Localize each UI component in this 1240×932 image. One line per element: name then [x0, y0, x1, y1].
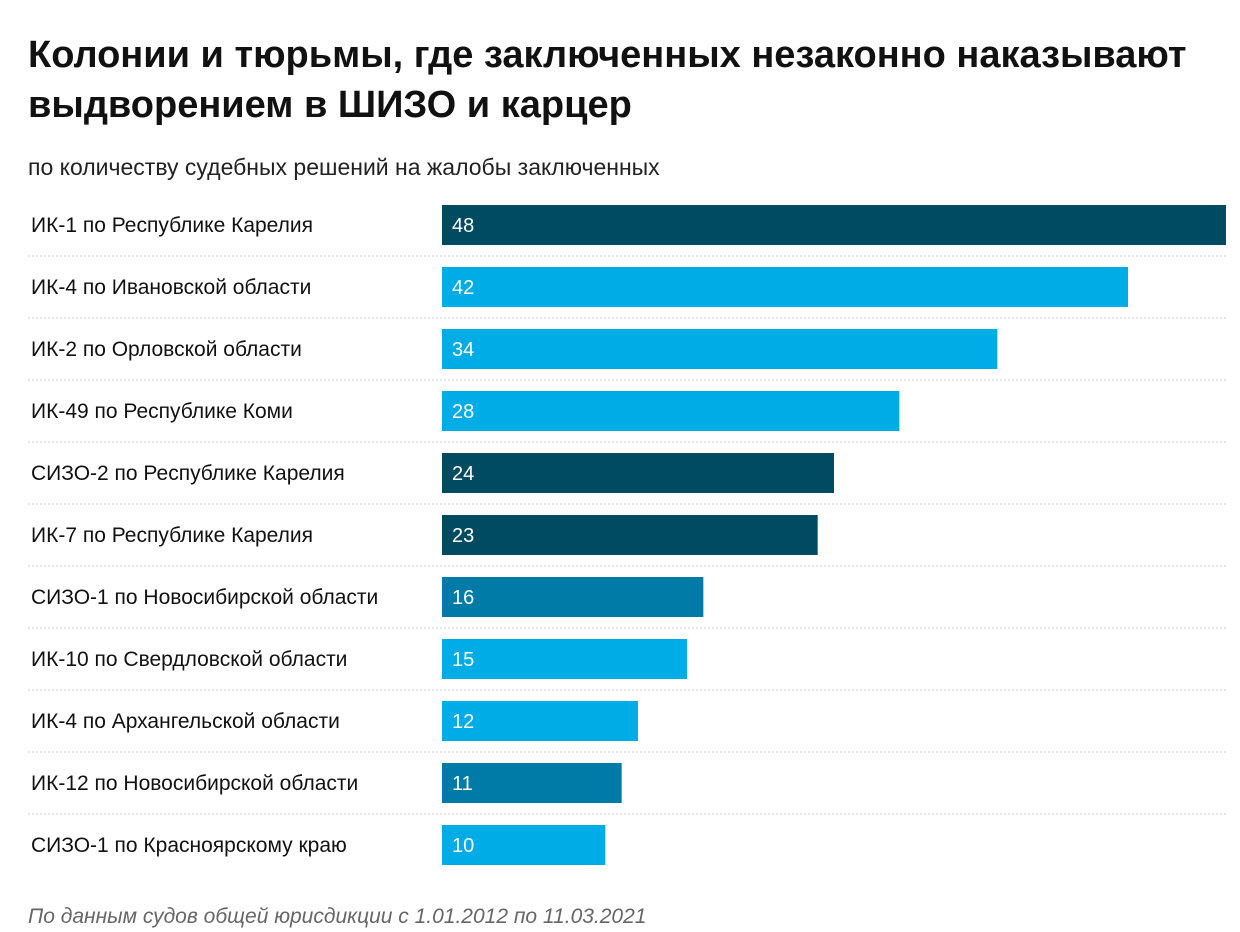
category-label: ИК-4 по Архангельской области — [31, 710, 340, 733]
category-label: ИК-4 по Ивановской области — [31, 276, 311, 299]
value-label: 16 — [452, 587, 474, 609]
bar — [442, 639, 687, 679]
bar — [442, 577, 704, 617]
value-label: 48 — [452, 215, 474, 237]
value-label: 23 — [452, 525, 474, 547]
category-label: СИЗО-1 по Красноярскому краю — [31, 834, 347, 857]
value-label: 15 — [452, 649, 474, 671]
bar — [442, 453, 834, 493]
bar — [442, 825, 606, 865]
value-label: 11 — [452, 773, 473, 795]
bar — [442, 205, 1226, 245]
category-label: ИК-10 по Свердловской области — [31, 648, 347, 671]
category-label: ИК-2 по Орловской области — [31, 338, 302, 361]
source-footnote: По данным судов общей юрисдикции с 1.01.… — [28, 905, 647, 928]
category-label: ИК-49 по Республике Коми — [31, 400, 293, 423]
category-label: ИК-1 по Республике Карелия — [31, 214, 313, 237]
bar — [442, 329, 998, 369]
bar — [442, 763, 622, 803]
bar — [442, 391, 900, 431]
value-label: 10 — [452, 835, 474, 857]
value-label: 34 — [452, 339, 474, 361]
value-label: 12 — [452, 711, 474, 733]
category-label: ИК-7 по Республике Карелия — [31, 524, 313, 547]
chart-subtitle: по количеству судебных решений на жалобы… — [28, 154, 660, 180]
chart-title: Колонии и тюрьмы, где заключенных незако… — [28, 34, 1187, 126]
category-label: СИЗО-1 по Новосибирской области — [31, 586, 378, 609]
bar — [442, 267, 1128, 307]
value-label: 28 — [452, 401, 474, 423]
value-label: 24 — [452, 463, 474, 485]
category-label: СИЗО-2 по Республике Карелия — [31, 462, 345, 485]
bar — [442, 701, 638, 741]
category-label: ИК-12 по Новосибирской области — [31, 772, 358, 795]
bar — [442, 515, 818, 555]
value-label: 42 — [452, 277, 474, 299]
